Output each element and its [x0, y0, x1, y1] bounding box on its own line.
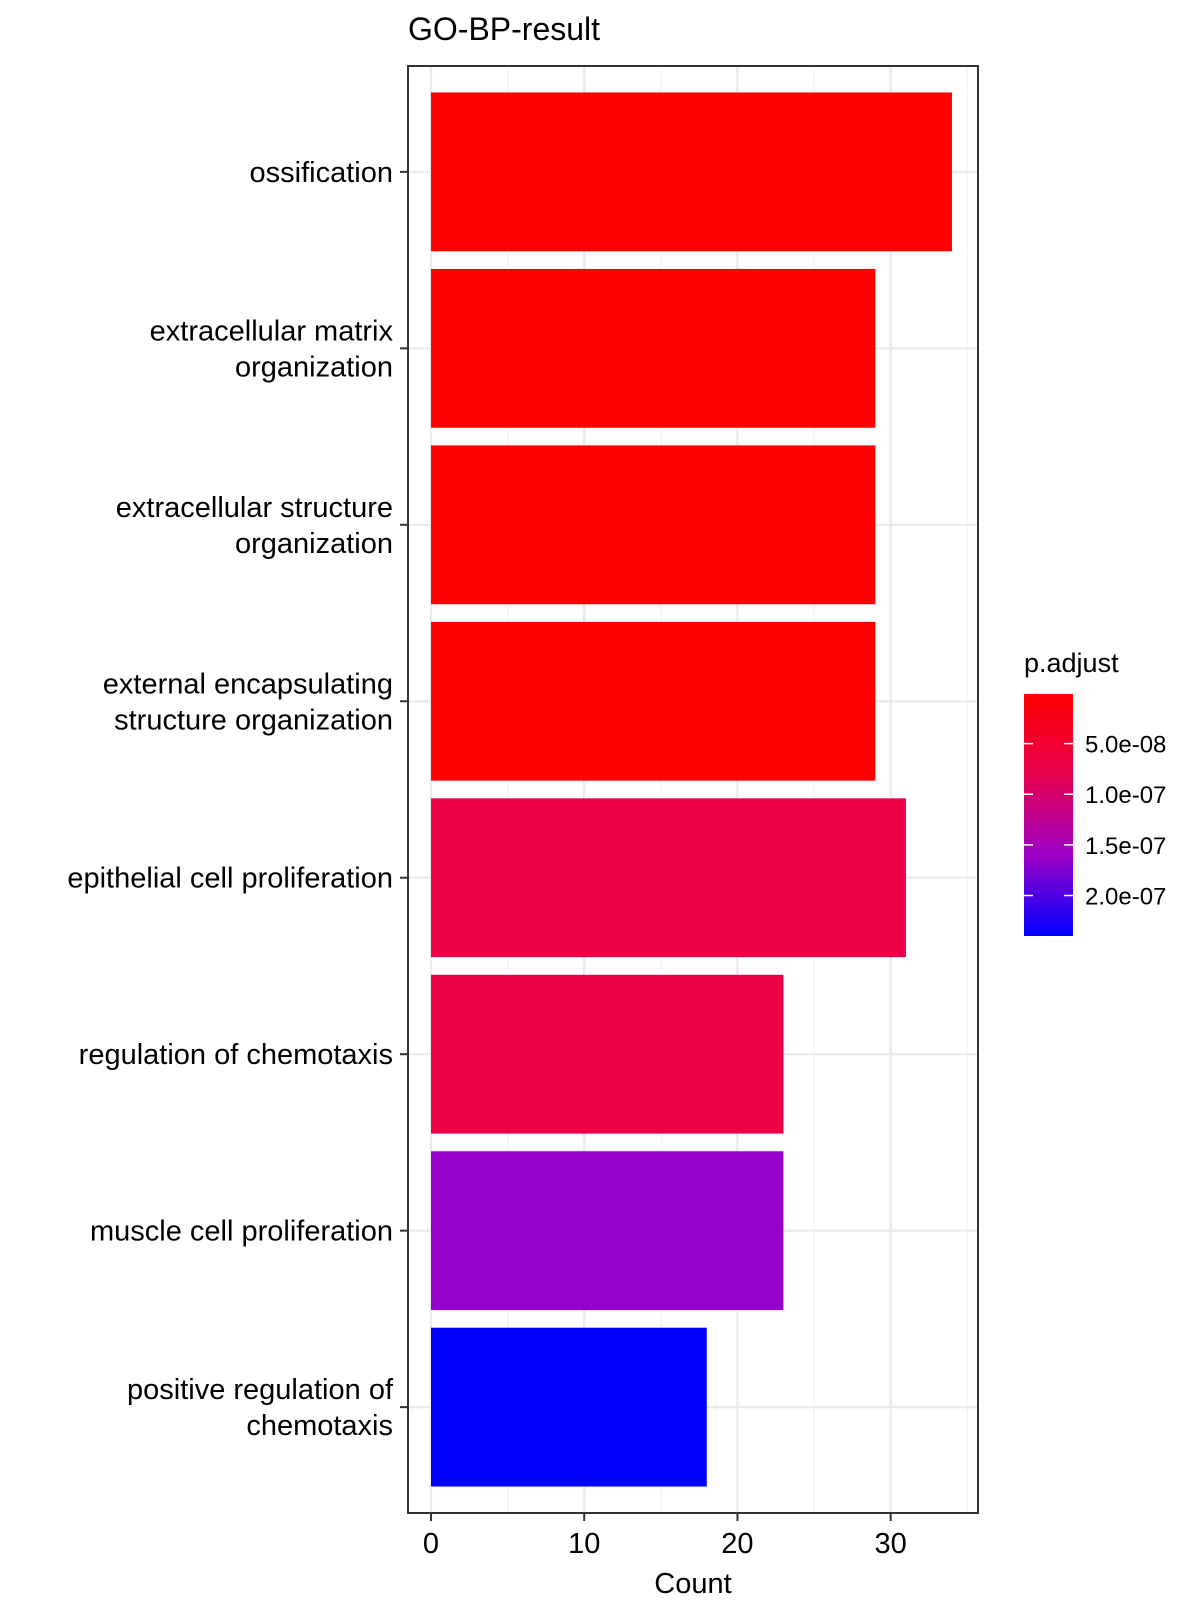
x-axis: 0 10 20 30 — [423, 1513, 907, 1560]
bar — [430, 621, 876, 781]
bar — [430, 798, 906, 958]
y-tick-label: ossification — [250, 157, 393, 189]
y-tick-label: structure organization — [114, 704, 393, 736]
bar — [430, 1327, 707, 1487]
legend-title: p.adjust — [1024, 648, 1119, 678]
y-tick-label: extracellular structure — [116, 492, 393, 524]
legend-colorbar — [1024, 694, 1073, 936]
y-tick-label: chemotaxis — [246, 1410, 393, 1442]
x-tick-label: 0 — [423, 1528, 439, 1560]
y-tick-label: organization — [235, 351, 393, 383]
x-tick-label: 20 — [721, 1528, 753, 1560]
y-axis: ossification extracellular matrix organiza… — [67, 157, 408, 1442]
y-tick-label: regulation of chemotaxis — [79, 1039, 393, 1071]
bar — [430, 92, 952, 252]
legend-ticks: 5.0e-08 1.0e-07 1.5e-07 2.0e-07 — [1024, 732, 1166, 910]
panel-border — [407, 65, 979, 1514]
color-legend: p.adjust 5.0e-08 1.0e-07 1.5e-07 2.0e-07 — [1024, 648, 1166, 936]
y-tick-label: external encapsulating — [103, 668, 393, 700]
bars-group — [430, 92, 952, 1487]
legend-tick-label: 5.0e-08 — [1085, 732, 1166, 759]
y-tick-label: organization — [235, 528, 393, 560]
y-tick-label: epithelial cell proliferation — [67, 863, 393, 895]
y-tick-label: positive regulation of — [127, 1374, 394, 1406]
bar — [430, 974, 784, 1134]
legend-tick-label: 1.5e-07 — [1085, 833, 1166, 860]
legend-tick-label: 1.0e-07 — [1085, 782, 1166, 809]
y-tick-label: muscle cell proliferation — [90, 1216, 393, 1248]
x-axis-title: Count — [654, 1568, 731, 1600]
bar — [430, 268, 876, 428]
chart-title: GO-BP-result — [408, 11, 600, 47]
x-tick-label: 10 — [568, 1528, 600, 1560]
y-tick-label: extracellular matrix — [150, 315, 394, 347]
bar — [430, 1151, 784, 1311]
x-tick-label: 30 — [875, 1528, 907, 1560]
bar — [430, 445, 876, 605]
legend-tick-label: 2.0e-07 — [1085, 883, 1166, 910]
